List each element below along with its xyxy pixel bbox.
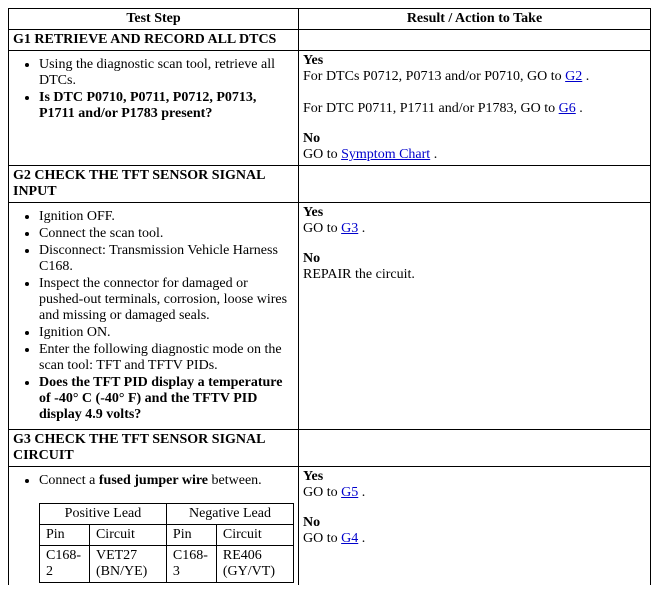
pos-lead-header: Positive Lead bbox=[40, 504, 167, 525]
g1-result-body: Yes For DTCs P0712, P0713 and/or P0710, … bbox=[299, 51, 651, 166]
link-g6[interactable]: G6 bbox=[559, 101, 576, 116]
g2-li2: Connect the scan tool. bbox=[39, 226, 294, 242]
g1-no-label: No bbox=[303, 131, 320, 146]
neg-lead-header: Negative Lead bbox=[166, 504, 293, 525]
g3-li1-b: between. bbox=[208, 473, 262, 488]
g3-li1-bold: fused jumper wire bbox=[99, 473, 208, 488]
pos-circuit-label: Circuit bbox=[89, 525, 166, 546]
g3-title: G3 CHECK THE TFT SENSOR SIGNAL CIRCUIT bbox=[9, 430, 299, 467]
g1-yes-label: Yes bbox=[303, 53, 323, 68]
g1-yes-line2-a: For DTC P0711, P1711 and/or P1783, GO to bbox=[303, 101, 559, 116]
g2-li4: Inspect the connector for damaged or pus… bbox=[39, 276, 294, 324]
g2-result-body: Yes GO to G3 . No REPAIR the circuit. bbox=[299, 203, 651, 430]
g3-result-body: Yes GO to G5 . No GO to G4 . bbox=[299, 467, 651, 586]
jumper-wire-table: Positive Lead Negative Lead Pin Circuit … bbox=[39, 503, 294, 583]
diagnostic-table: Test Step Result / Action to Take G1 RET… bbox=[8, 8, 651, 585]
g3-no-b: . bbox=[358, 531, 365, 546]
g1-yes-line1-b: . bbox=[582, 69, 589, 84]
g1-step-body: Using the diagnostic scan tool, retrieve… bbox=[9, 51, 299, 166]
neg-circuit-val: RE406 (GY/VT) bbox=[216, 546, 293, 583]
g1-no-b: . bbox=[430, 147, 437, 162]
g2-title: G2 CHECK THE TFT SENSOR SIGNAL INPUT bbox=[9, 166, 299, 203]
g3-yes-a: GO to bbox=[303, 485, 341, 500]
g3-li1: Connect a fused jumper wire between. bbox=[39, 473, 294, 489]
g1-yes-line2-b: . bbox=[576, 101, 583, 116]
link-g5[interactable]: G5 bbox=[341, 485, 358, 500]
col-header-result: Result / Action to Take bbox=[299, 9, 651, 30]
g3-result-empty bbox=[299, 430, 651, 467]
pos-circuit-val: VET27 (BN/YE) bbox=[89, 546, 166, 583]
g2-step-body: Ignition OFF. Connect the scan tool. Dis… bbox=[9, 203, 299, 430]
g2-li7: Does the TFT PID display a temperature o… bbox=[39, 375, 294, 423]
pos-pin-val: C168-2 bbox=[40, 546, 90, 583]
link-symptom-chart[interactable]: Symptom Chart bbox=[341, 147, 430, 162]
g2-yes-b: . bbox=[358, 221, 365, 236]
g2-yes-label: Yes bbox=[303, 205, 323, 220]
g2-li6: Enter the following diagnostic mode on t… bbox=[39, 342, 294, 374]
g2-li1: Ignition OFF. bbox=[39, 209, 294, 225]
g1-result-empty bbox=[299, 30, 651, 51]
link-g3[interactable]: G3 bbox=[341, 221, 358, 236]
g3-yes-label: Yes bbox=[303, 469, 323, 484]
g1-yes-line1-a: For DTCs P0712, P0713 and/or P0710, GO t… bbox=[303, 69, 565, 84]
g1-li2: Is DTC P0710, P0711, P0712, P0713, P1711… bbox=[39, 90, 294, 122]
link-g2[interactable]: G2 bbox=[565, 69, 582, 84]
g2-no-label: No bbox=[303, 251, 320, 266]
col-header-test-step: Test Step bbox=[9, 9, 299, 30]
pos-pin-label: Pin bbox=[40, 525, 90, 546]
g3-step-body: Connect a fused jumper wire between. Pos… bbox=[9, 467, 299, 586]
g2-li5: Ignition ON. bbox=[39, 325, 294, 341]
g2-no-line: REPAIR the circuit. bbox=[303, 267, 415, 282]
g2-li3: Disconnect: Transmission Vehicle Harness… bbox=[39, 243, 294, 275]
neg-circuit-label: Circuit bbox=[216, 525, 293, 546]
g3-yes-b: . bbox=[358, 485, 365, 500]
g1-li1: Using the diagnostic scan tool, retrieve… bbox=[39, 57, 294, 89]
link-g4[interactable]: G4 bbox=[341, 531, 358, 546]
neg-pin-val: C168-3 bbox=[166, 546, 216, 583]
g3-no-label: No bbox=[303, 515, 320, 530]
g1-title: G1 RETRIEVE AND RECORD ALL DTCS bbox=[9, 30, 299, 51]
g1-no-a: GO to bbox=[303, 147, 341, 162]
g3-no-a: GO to bbox=[303, 531, 341, 546]
g2-yes-a: GO to bbox=[303, 221, 341, 236]
g2-result-empty bbox=[299, 166, 651, 203]
g3-li1-a: Connect a bbox=[39, 473, 99, 488]
neg-pin-label: Pin bbox=[166, 525, 216, 546]
